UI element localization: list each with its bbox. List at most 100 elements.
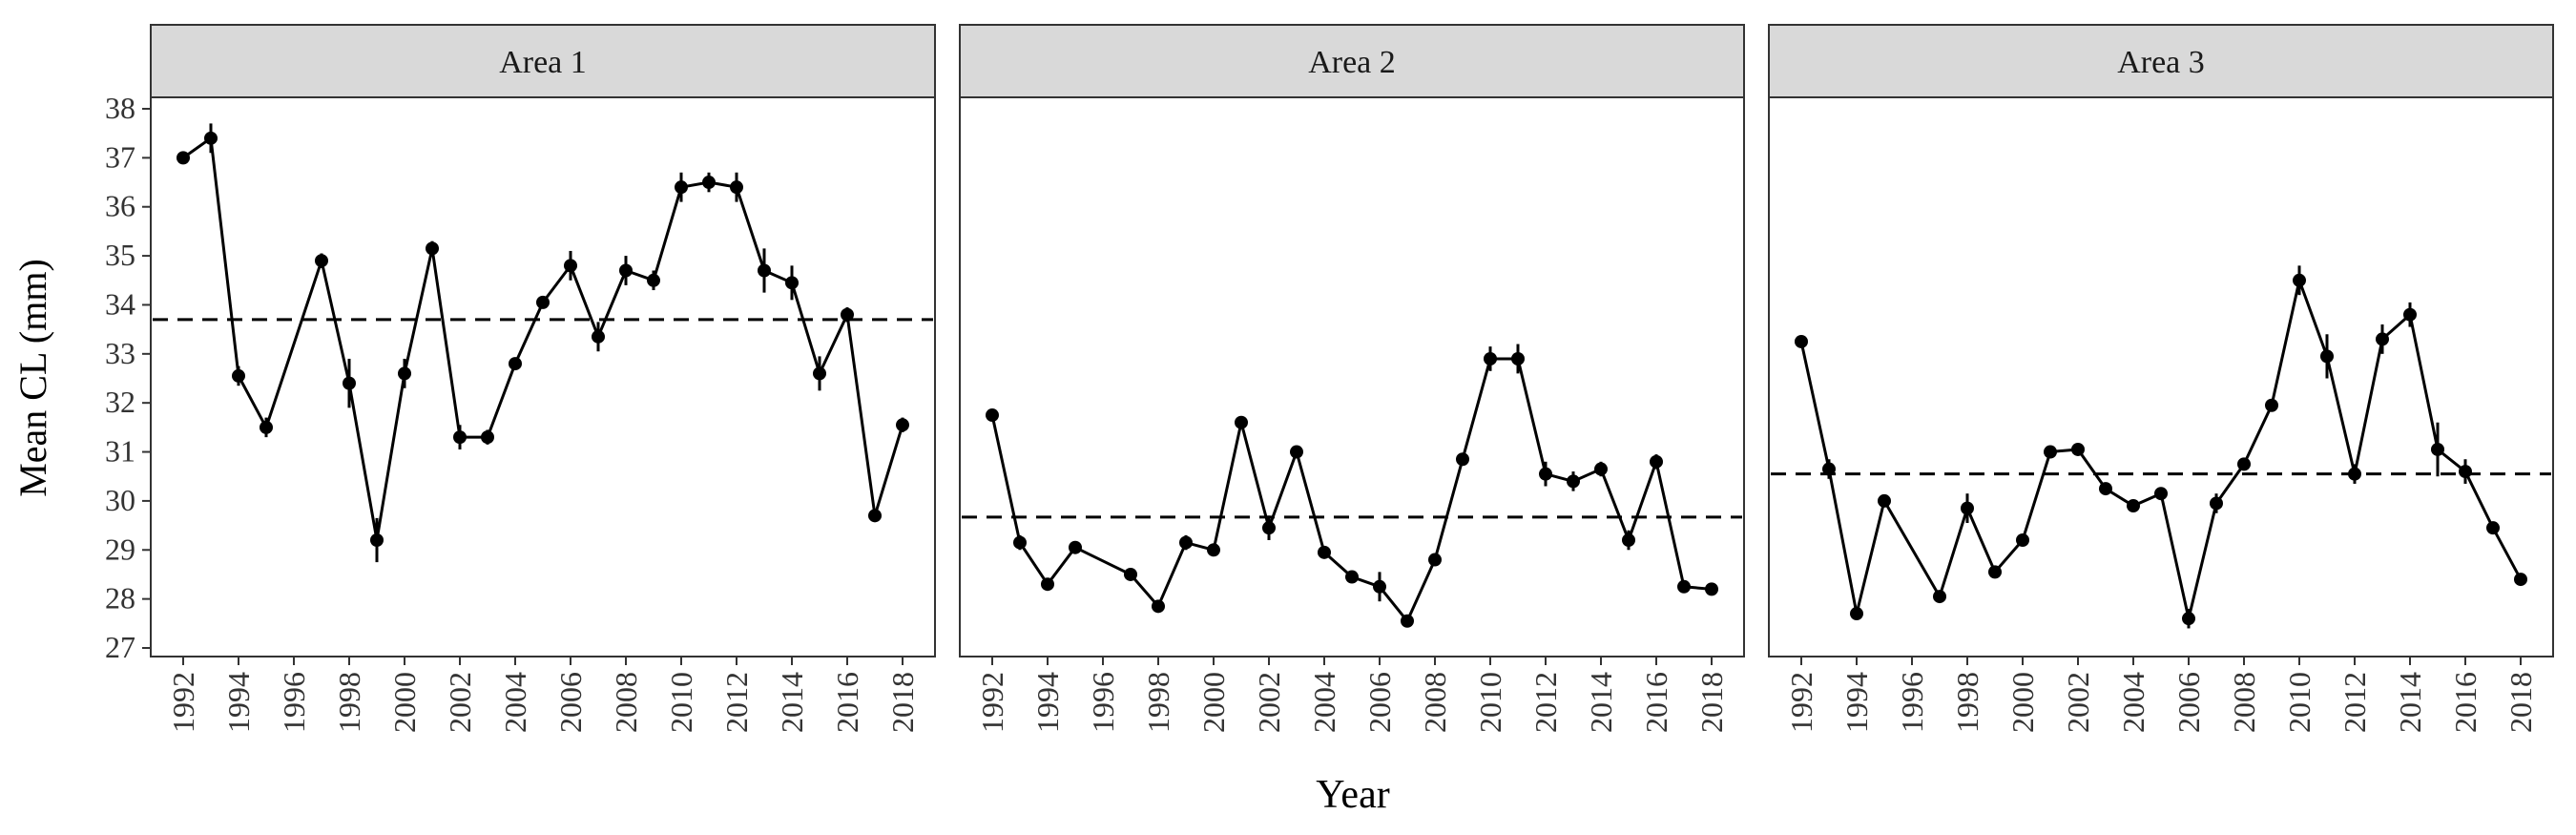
x-tick-label: 1994 [1030, 672, 1065, 733]
data-point [1318, 545, 1331, 559]
data-point [1041, 577, 1054, 592]
x-tick-label: 1998 [332, 672, 366, 733]
panel-border [959, 96, 1745, 658]
x-tick-label: 2012 [719, 672, 754, 733]
data-point [1290, 445, 1303, 459]
data-point [2459, 465, 2472, 479]
x-tick-label: 1994 [1839, 672, 1874, 733]
y-tick-label: 32 [105, 385, 135, 419]
x-tick-label: 1998 [1141, 672, 1175, 733]
x-tick-label: 2006 [553, 672, 588, 733]
data-point [1850, 607, 1863, 621]
data-point [2154, 487, 2168, 501]
data-point [2127, 499, 2140, 513]
x-tick-label: 2014 [2393, 672, 2427, 733]
x-tick-label: 2016 [1639, 672, 1673, 733]
data-point [2486, 521, 2500, 535]
panels-layer: Area 1 1992 1994 1996 1998 2000 2002 2004 2006 20… [150, 24, 2554, 733]
facet-strip-label: Area 1 [499, 45, 587, 80]
data-point [1622, 533, 1635, 547]
data-point [813, 366, 826, 381]
data-point [2044, 445, 2057, 459]
x-tick-label: 2000 [1196, 672, 1231, 733]
x-tick-label: 2000 [387, 672, 422, 733]
x-tick-label: 2014 [1584, 672, 1618, 733]
data-point [177, 151, 190, 165]
data-point [1373, 579, 1386, 594]
data-point [398, 366, 411, 381]
x-tick-label: 2008 [1418, 672, 1452, 733]
data-point [2431, 442, 2444, 456]
y-tick-label: 37 [105, 139, 135, 174]
data-point [1705, 582, 1718, 596]
y-tick-label: 31 [105, 434, 135, 469]
data-point [2514, 573, 2527, 587]
data-point [1179, 535, 1193, 550]
data-point [564, 259, 577, 273]
x-tick-label: 2006 [1362, 672, 1397, 733]
panel-area-3: Area 3 1992 1994 1996 1998 2000 2002 2004 2006 20… [1768, 24, 2554, 733]
data-point [1822, 462, 1836, 476]
y-axis-title: Mean CL (mm) [11, 259, 54, 497]
y-tick-label: 28 [105, 581, 135, 616]
data-point [1988, 565, 2002, 579]
data-point [2348, 467, 2361, 481]
series-line [1799, 275, 2523, 619]
data-point [1594, 462, 1608, 476]
facet-strip [150, 24, 936, 98]
x-tick-label: 1998 [1950, 672, 1984, 733]
data-point [592, 329, 605, 344]
facet-strip [1768, 24, 2554, 98]
x-tick-label: 1992 [1784, 672, 1818, 733]
data-point [730, 180, 743, 195]
data-point [2376, 332, 2389, 346]
data-point [1069, 540, 1082, 554]
data-point [841, 307, 854, 322]
data-point [2403, 307, 2417, 322]
data-point [2237, 457, 2251, 471]
data-point [1511, 351, 1525, 365]
y-tick-label: 35 [105, 238, 135, 272]
data-point [1933, 590, 1946, 604]
data-point [232, 368, 245, 383]
x-tick-label: 1996 [277, 672, 311, 733]
data-point [619, 263, 633, 278]
data-point [426, 241, 439, 256]
data-point [647, 273, 660, 287]
series-line [182, 136, 904, 541]
data-point [2293, 273, 2306, 287]
data-point [1262, 521, 1276, 535]
data-point [702, 176, 716, 190]
x-tick-label: 2002 [2061, 672, 2095, 733]
data-point [2265, 398, 2278, 412]
x-tick-label: 2002 [443, 672, 477, 733]
x-tick-label: 2014 [775, 672, 809, 733]
x-tick-label: 2008 [2227, 672, 2261, 733]
x-tick-label: 1992 [166, 672, 200, 733]
facet-strip-label: Area 2 [1308, 45, 1396, 80]
data-point [2071, 442, 2085, 456]
data-point [1428, 553, 1442, 567]
facet-strip-label: Area 3 [2117, 45, 2205, 80]
x-tick-label: 2018 [885, 672, 920, 733]
x-tick-label: 2010 [1473, 672, 1507, 733]
data-point [2016, 533, 2029, 547]
data-point [204, 131, 218, 145]
data-point [785, 276, 799, 290]
y-tick-label: 38 [105, 91, 135, 125]
panel-border [1768, 96, 2554, 658]
data-point [509, 357, 522, 371]
data-point [453, 430, 467, 445]
x-tick-label: 2016 [830, 672, 864, 733]
y-tick-label: 36 [105, 189, 135, 223]
panel-area-1: Area 1 1992 1994 1996 1998 2000 2002 2004 2006 20… [150, 24, 936, 733]
data-point [896, 418, 909, 432]
data-point [1345, 570, 1359, 584]
x-tick-label: 2012 [2337, 672, 2372, 733]
data-point [1235, 415, 1248, 429]
data-point [1795, 334, 1808, 348]
x-tick-label: 2010 [2282, 672, 2316, 733]
x-tick-label: 1996 [1086, 672, 1120, 733]
